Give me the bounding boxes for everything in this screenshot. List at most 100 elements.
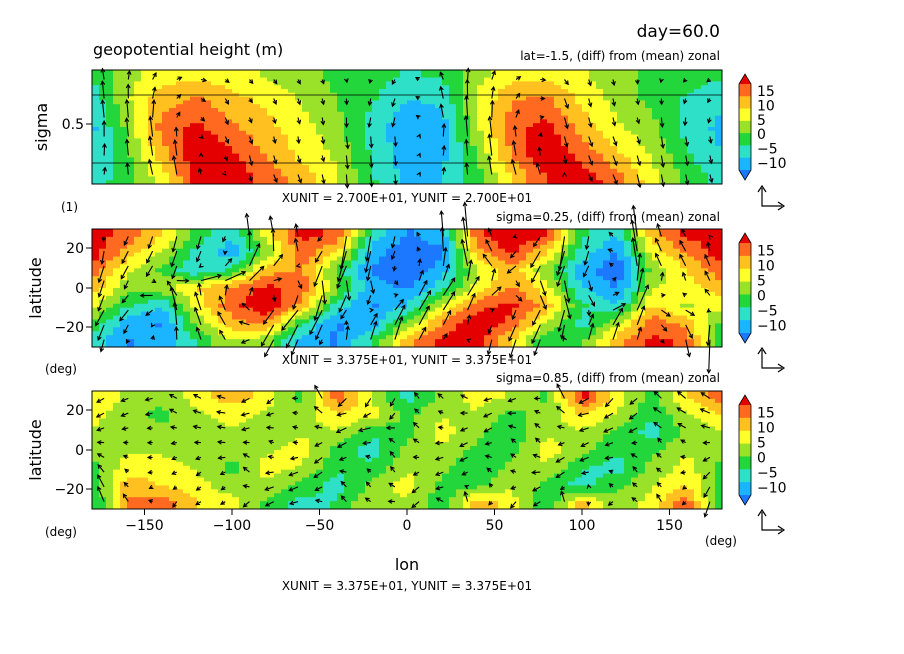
field-cell	[533, 176, 541, 181]
field-cell	[568, 284, 576, 289]
field-cell	[92, 303, 100, 309]
field-cell	[589, 248, 597, 254]
field-cell	[512, 284, 520, 289]
field-cell	[162, 236, 170, 242]
field-cell	[190, 89, 198, 94]
field-cell	[491, 172, 499, 177]
field-cell	[134, 311, 142, 317]
field-cell	[260, 288, 268, 293]
wind-vector	[101, 119, 107, 137]
field-cell	[106, 96, 114, 101]
field-cell	[127, 276, 135, 281]
field-cell	[554, 256, 562, 262]
field-cell	[582, 138, 590, 143]
field-cell	[491, 248, 499, 254]
field-cell	[519, 248, 527, 254]
field-cell	[449, 130, 457, 136]
field-cell	[526, 264, 534, 269]
field-cell	[421, 264, 429, 269]
field-cell	[190, 127, 198, 132]
field-cell	[99, 248, 107, 254]
field-cell	[127, 168, 135, 174]
field-cell	[666, 232, 674, 238]
field-cell	[204, 70, 212, 75]
field-cell	[260, 115, 268, 120]
field-cell	[232, 244, 240, 250]
field-cell	[540, 153, 548, 158]
field-cell	[330, 77, 338, 82]
field-cell	[99, 272, 107, 277]
field-cell	[295, 232, 303, 238]
field-cell	[393, 252, 401, 258]
field-cell	[554, 119, 562, 124]
field-cell	[295, 89, 303, 94]
field-cell	[253, 146, 261, 151]
field-cell	[351, 303, 359, 309]
field-cell	[274, 138, 282, 143]
field-cell	[526, 268, 534, 273]
field-cell	[554, 260, 562, 265]
field-cell	[92, 311, 100, 317]
field-cell	[239, 252, 247, 258]
field-cell	[568, 264, 576, 269]
field-cell	[589, 264, 597, 269]
field-cell	[120, 295, 128, 301]
field-cell	[316, 142, 324, 147]
field-cell	[113, 70, 121, 75]
field-cell	[92, 172, 100, 177]
field-cell	[211, 299, 219, 305]
field-cell	[134, 81, 142, 86]
field-cell	[113, 240, 121, 246]
field-cell	[435, 123, 443, 128]
field-cell	[155, 276, 163, 281]
field-cell	[463, 276, 471, 281]
field-cell	[533, 284, 541, 289]
field-cell	[526, 256, 534, 262]
field-cell	[127, 180, 135, 184]
field-cell	[596, 248, 604, 254]
field-cell	[666, 248, 674, 254]
field-cell	[92, 130, 100, 136]
field-cell	[148, 104, 156, 109]
field-cell	[610, 256, 618, 262]
field-cell	[323, 149, 331, 155]
field-cell	[309, 276, 317, 281]
field-cell	[197, 252, 205, 258]
field-cell	[162, 108, 170, 113]
field-cell	[218, 229, 226, 234]
field-cell	[715, 264, 722, 269]
field-cell	[708, 172, 716, 177]
field-cell	[505, 119, 513, 124]
field-cell	[323, 138, 331, 143]
field-cell	[456, 284, 464, 289]
field-cell	[393, 248, 401, 254]
field-cell	[148, 115, 156, 120]
field-cell	[316, 272, 324, 277]
wind-vector	[147, 158, 154, 175]
field-cell	[463, 264, 471, 269]
field-cell	[596, 165, 604, 170]
field-cell	[456, 149, 464, 155]
field-cell	[260, 89, 268, 94]
field-cell	[617, 307, 625, 313]
field-cell	[141, 138, 149, 143]
field-cell	[344, 260, 352, 265]
field-cell	[155, 248, 163, 254]
field-cell	[365, 252, 373, 258]
field-cell	[610, 153, 618, 158]
field-cell	[204, 229, 212, 234]
field-cell	[281, 123, 289, 128]
field-cell	[512, 108, 520, 113]
field-cell	[302, 172, 310, 177]
field-cell	[617, 77, 625, 82]
field-cell	[302, 81, 310, 86]
field-cell	[253, 115, 261, 120]
field-cell	[652, 295, 660, 301]
field-cell	[134, 291, 142, 297]
field-cell	[701, 180, 709, 184]
field-cell	[561, 123, 569, 128]
field-cell	[512, 77, 520, 82]
field-cell	[533, 142, 541, 147]
field-cell	[141, 134, 149, 139]
